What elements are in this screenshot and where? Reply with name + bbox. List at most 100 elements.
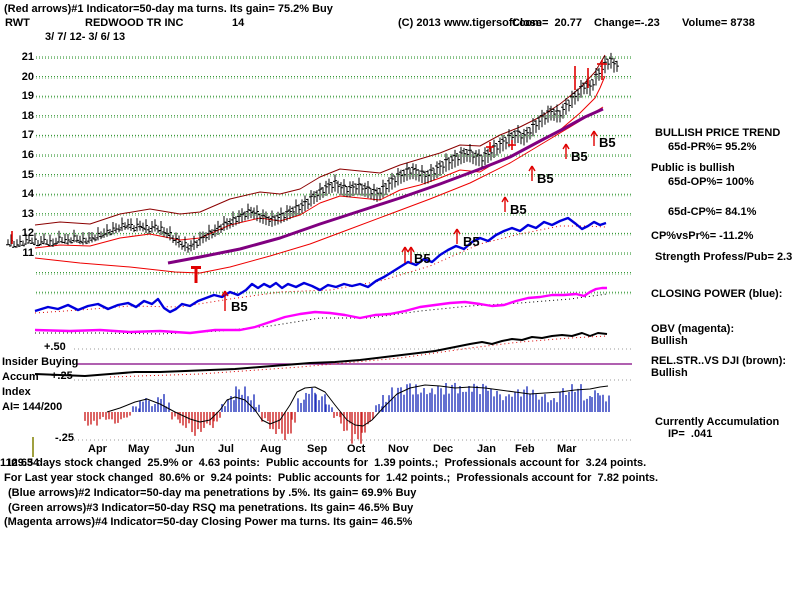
insider-buying-label: Insider Buying xyxy=(2,356,79,368)
inner-band-line xyxy=(34,75,606,249)
bottom-line-5: (Magenta arrows)#4 Indicator=50-day Clos… xyxy=(4,516,413,528)
buy-arrow-head xyxy=(453,228,458,235)
cp-pct-label: 65d-CP%= 84.1% xyxy=(668,206,757,218)
rel-str-line xyxy=(34,332,608,377)
close-value: Close= 20.77 xyxy=(512,17,583,29)
buy-arrow-icon xyxy=(590,130,598,146)
buy-arrow-head xyxy=(504,196,509,203)
price-bars xyxy=(6,52,619,253)
buy-arrow-head xyxy=(590,130,595,137)
x-axis-label: Jan xyxy=(477,443,496,455)
closing-power-line xyxy=(34,216,607,314)
x-axis-label: May xyxy=(128,443,150,455)
y-axis-label: 16 xyxy=(21,149,34,161)
b5-signal-label: B5 xyxy=(537,171,554,186)
header-number: 14 xyxy=(232,17,245,29)
buy-arrow-head xyxy=(456,228,461,235)
obv-label: OBV (magenta): xyxy=(651,323,735,335)
bottom-line-4: (Green arrows)#3 Indicator=50-day RSQ ma… xyxy=(8,502,414,514)
bottom-line-2: For Last year stock changed 80.6% or 9.2… xyxy=(4,472,659,484)
buy-arrow-head xyxy=(501,196,506,203)
bottom-line-3: (Blue arrows)#2 Indicator=50-day ma pene… xyxy=(8,487,417,499)
lower-band-line xyxy=(34,106,604,274)
y-axis-label: 19 xyxy=(21,90,34,103)
buy-arrow-icon xyxy=(501,196,509,212)
x-axis-label: Jul xyxy=(218,443,234,455)
strength-label: Strength Profess/Pub= 2.3 xyxy=(655,251,793,263)
plus25-label: +.25 xyxy=(51,370,73,382)
ma50-line xyxy=(167,107,604,265)
ip-label: IP= .041 xyxy=(668,428,713,440)
pr-pct-label: 65d-PR%= 95.2% xyxy=(668,141,757,153)
x-axis-label: Nov xyxy=(388,443,410,455)
public-bullish-label: Public is bullish xyxy=(651,162,735,174)
obv-line xyxy=(34,286,607,335)
buy-arrow-icon xyxy=(528,165,536,181)
price-gridlines xyxy=(36,56,632,295)
buy-arrow-icon xyxy=(221,290,229,311)
minus25-label: -.25 xyxy=(55,432,74,444)
y-axis-label: 15 xyxy=(21,168,34,181)
ai-value-label: AI= 144/200 xyxy=(2,401,63,413)
accum-index-histogram xyxy=(84,382,610,444)
indicator1-text: (Red arrows)#1 Indicator=50-day ma turns… xyxy=(4,3,333,15)
buy-arrow-head xyxy=(401,246,406,253)
x-axis-label: Feb xyxy=(515,443,535,455)
x-axis-label: Jun xyxy=(175,443,195,455)
b5-signal-label: B5 xyxy=(571,149,588,164)
volume-value: Volume= 8738 xyxy=(682,17,755,29)
closing-power-label: CLOSING POWER (blue): xyxy=(651,288,783,300)
plus50-label: +.50 xyxy=(44,341,66,353)
date-range: 3/ 7/ 12- 3/ 6/ 13 xyxy=(45,31,126,43)
x-axis-label: Oct xyxy=(347,443,366,455)
buy-arrow-head xyxy=(528,165,533,172)
x-axis-label: Sep xyxy=(307,443,327,455)
y-axis-label: 20 xyxy=(21,70,34,83)
y-axis-label: 14 xyxy=(21,188,34,201)
b5-signal-label: B5 xyxy=(510,202,527,217)
t-marker-icon xyxy=(194,266,198,283)
index-label: Index xyxy=(2,386,31,398)
accum-index-ma-line xyxy=(106,384,609,427)
rel-str-state-label: Bullish xyxy=(651,367,688,379)
buy-arrow-head xyxy=(407,246,412,253)
rel-str-label: REL.STR..VS DJI (brown): xyxy=(651,355,787,367)
buy-arrow-head xyxy=(410,246,415,253)
copyright-text: (C) 2013 www.tigersoft.com xyxy=(398,17,542,29)
buy-arrow-head xyxy=(404,246,409,253)
buy-arrow-head xyxy=(562,143,567,150)
obv-state-label: Bullish xyxy=(651,335,688,347)
b5-signal-label: B5 xyxy=(231,299,248,314)
ticker-symbol: RWT xyxy=(5,17,30,29)
buy-arrow-head xyxy=(565,143,570,150)
y-axis-label: 13 xyxy=(21,207,34,220)
x-axis-label: Mar xyxy=(557,443,577,455)
b5-signal-label: B5 xyxy=(414,251,431,266)
change-value: Change=-.23 xyxy=(594,17,660,29)
y-axis-label: 12 xyxy=(21,227,34,240)
op-pct-label: 65d-OP%= 100% xyxy=(668,176,754,188)
currently-label: Currently Accumulation xyxy=(655,416,780,428)
b5-signal-label: B5 xyxy=(599,135,616,150)
x-axis-label: Dec xyxy=(433,443,453,455)
buy-arrow-head xyxy=(531,165,536,172)
buy-arrow-head xyxy=(593,130,598,137)
y-axis-label: 17 xyxy=(21,129,34,142)
x-axis-label: Apr xyxy=(88,443,108,455)
overlap-number: 1129.34 xyxy=(0,457,40,469)
company-name: REDWOOD TR INC xyxy=(85,17,184,29)
buy-arrow-icon xyxy=(562,143,570,159)
buy-arrow-icon xyxy=(401,246,409,263)
y-axis-label: 18 xyxy=(21,109,34,122)
buy-arrow-head xyxy=(221,290,226,297)
x-axis-label: Aug xyxy=(260,443,281,455)
bullish-trend-label: BULLISH PRICE TREND xyxy=(655,127,781,139)
buy-arrow-icon xyxy=(453,228,461,244)
bottom-line-1: In 65 days stock changed 25.9% or 4.63 p… xyxy=(8,457,647,469)
buy-arrow-icon xyxy=(407,246,415,263)
accum-label: Accum xyxy=(2,371,39,383)
y-axis-label: 21 xyxy=(21,51,34,63)
buy-arrow-head xyxy=(224,290,229,297)
